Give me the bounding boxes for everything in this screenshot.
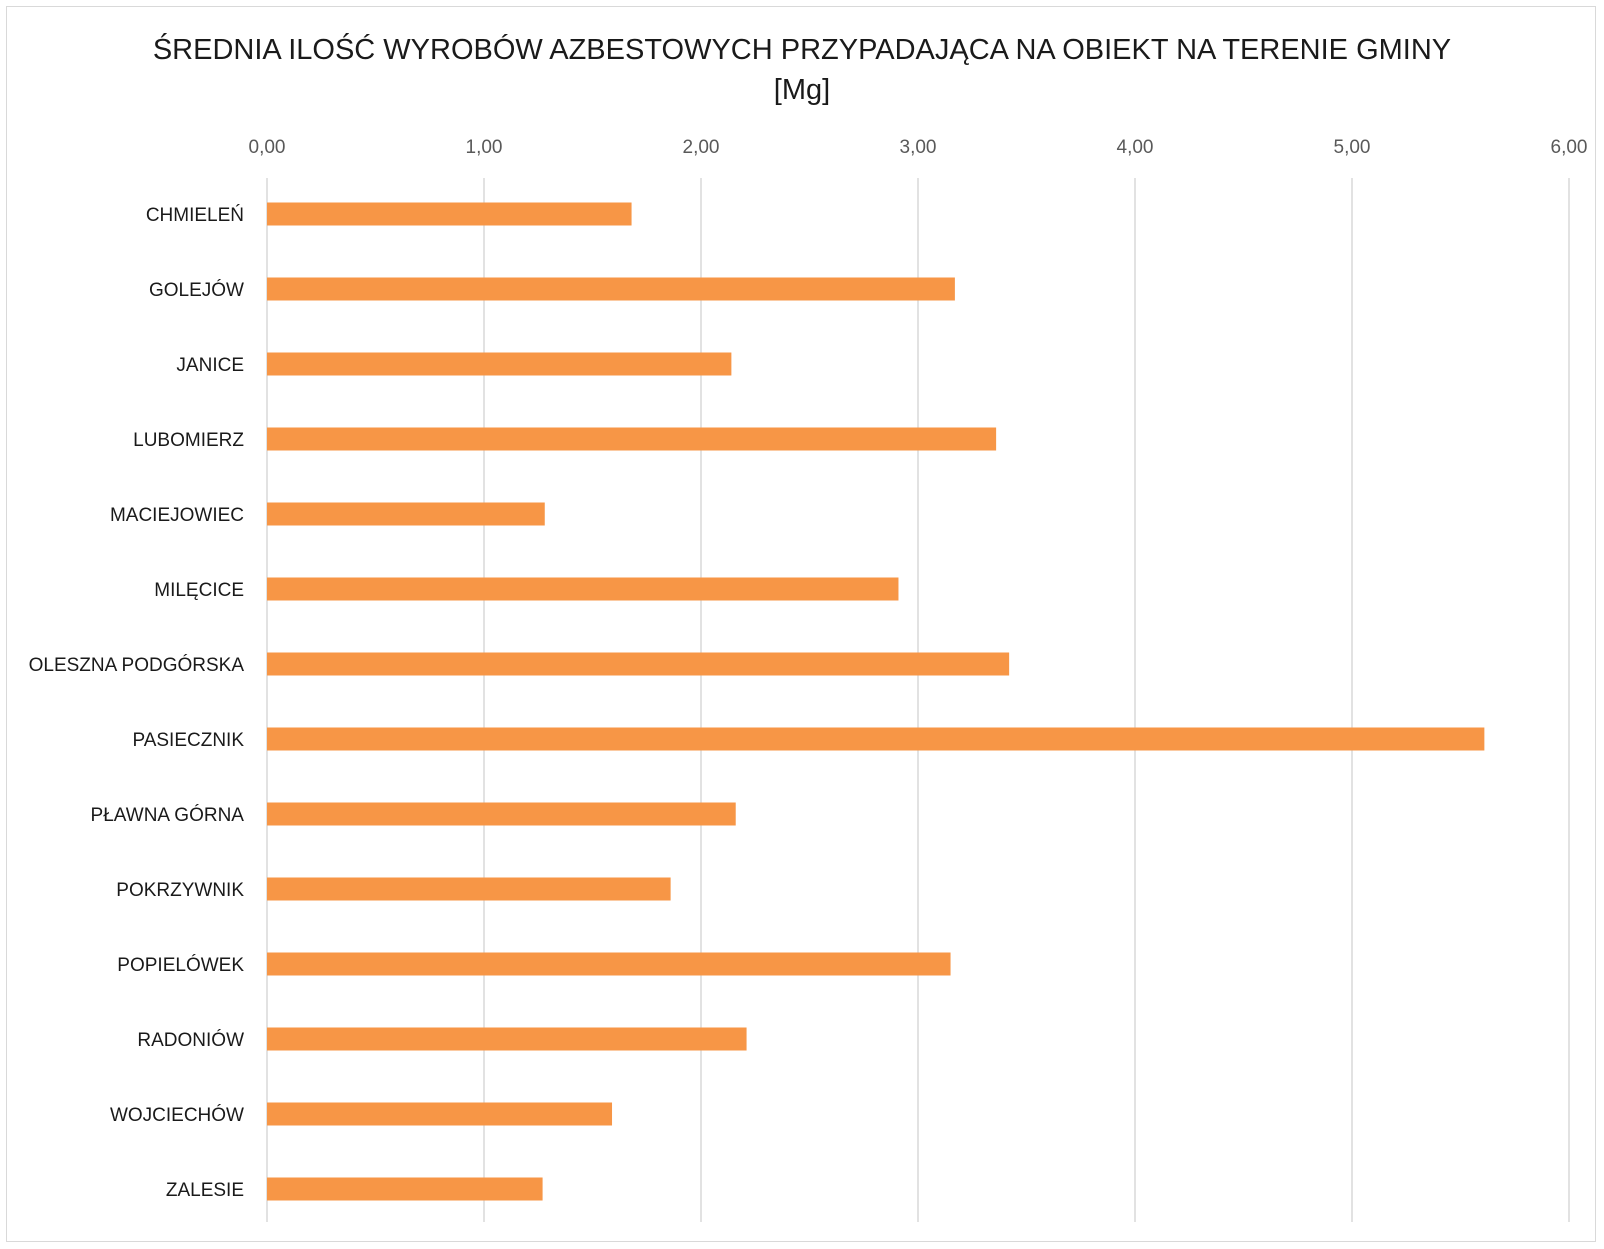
category-label: POPIELÓWEK <box>117 954 244 976</box>
chart-title-line-2: [Mg] <box>773 74 831 106</box>
category-label: MACIEJOWIEC <box>110 505 244 526</box>
chart-title: ŚREDNIA ILOŚĆ WYROBÓW AZBESTOWYCH PRZYPA… <box>0 30 1604 110</box>
category-label: PŁAWNA GÓRNA <box>91 804 245 826</box>
bars <box>267 202 1485 1201</box>
category-label: MILĘCICE <box>154 580 244 601</box>
x-tick-label: 6,00 <box>1551 137 1588 158</box>
category-label: ZALESIE <box>166 1180 244 1201</box>
x-tick-label: 3,00 <box>900 137 937 158</box>
category-label: RADONIÓW <box>137 1029 244 1051</box>
category-label: JANICE <box>176 355 244 376</box>
x-axis-tick-labels: 0,00 1,00 2,00 3,00 4,00 5,00 6,00 <box>249 137 1588 158</box>
bar <box>267 877 671 901</box>
bar <box>267 802 736 826</box>
bar <box>267 1027 747 1051</box>
x-tick-label: 1,00 <box>466 137 503 158</box>
category-label: GOLEJÓW <box>149 279 244 301</box>
x-tick-label: 4,00 <box>1117 137 1154 158</box>
bar <box>267 277 955 301</box>
bar <box>267 952 951 976</box>
category-label: OLESZNA PODGÓRSKA <box>29 654 245 676</box>
bar <box>267 577 899 601</box>
category-label: WOJCIECHÓW <box>110 1104 244 1126</box>
chart-title-line-1: ŚREDNIA ILOŚĆ WYROBÓW AZBESTOWYCH PRZYPA… <box>152 34 1452 66</box>
category-label: LUBOMIERZ <box>133 430 244 451</box>
bar <box>267 502 545 526</box>
x-tick-label: 2,00 <box>683 137 720 158</box>
x-tick-label: 5,00 <box>1334 137 1371 158</box>
gridlines <box>266 178 1570 1222</box>
bar <box>267 1177 543 1201</box>
category-labels: CHMIELEŃ GOLEJÓW JANICE LUBOMIERZ MACIEJOWIE… <box>29 205 245 1201</box>
category-label: POKRZYWNIK <box>116 880 244 901</box>
bar <box>267 1102 613 1126</box>
bar <box>267 352 732 376</box>
bar <box>267 202 632 226</box>
x-tick-label: 0,00 <box>249 137 286 158</box>
bar <box>267 427 997 451</box>
category-label: PASIECZNIK <box>132 730 244 751</box>
bar <box>267 727 1485 751</box>
category-label: CHMIELEŃ <box>146 205 244 226</box>
bar <box>267 652 1010 676</box>
